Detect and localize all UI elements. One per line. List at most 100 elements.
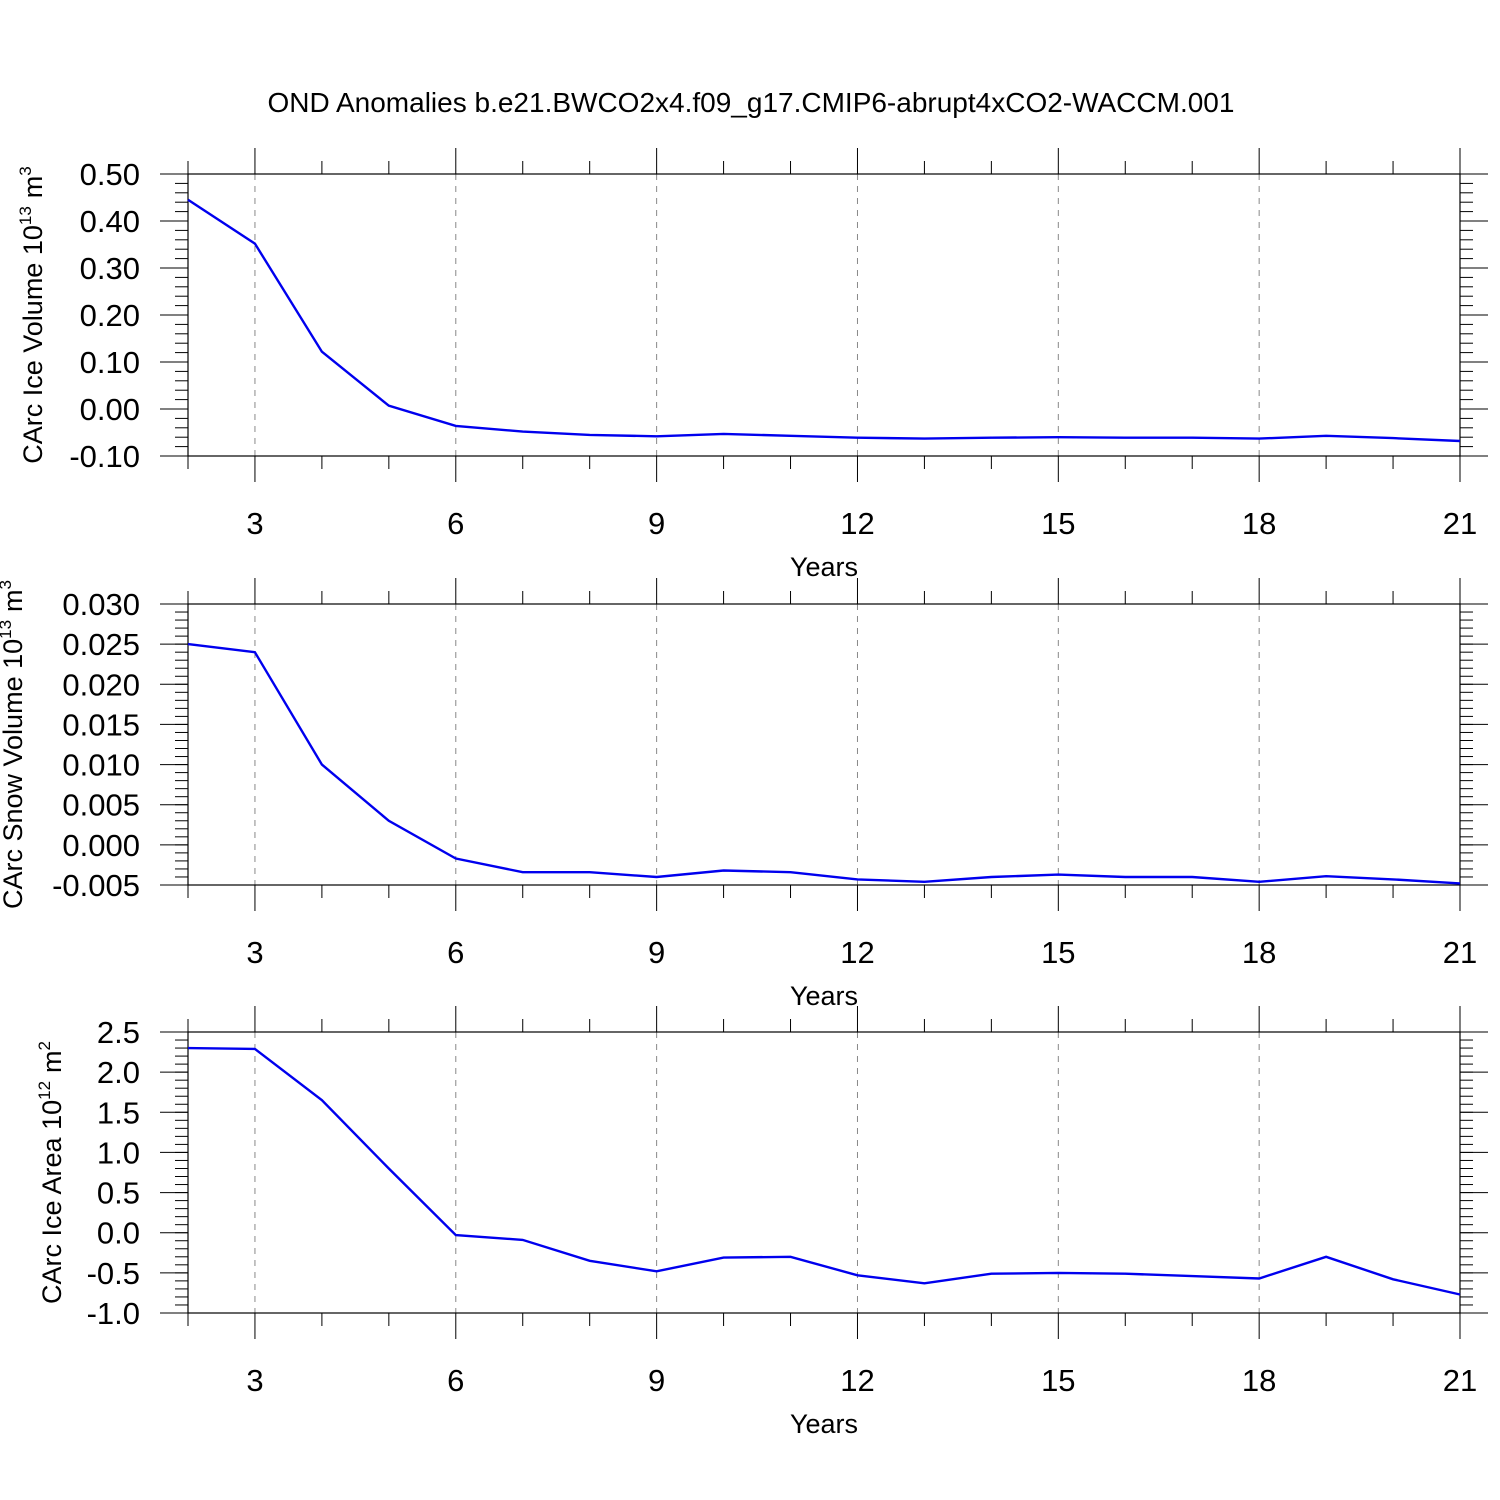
data-point <box>521 1238 525 1242</box>
y-tick-label: 0.025 <box>62 627 140 662</box>
y-tick-label: 2.5 <box>97 1015 140 1050</box>
data-point <box>1056 1271 1060 1275</box>
x-axis-label: Years <box>790 552 858 582</box>
x-tick-label: 15 <box>1041 506 1075 541</box>
y-tick-label: 0.00 <box>80 392 140 427</box>
data-point <box>922 1281 926 1285</box>
data-point <box>922 437 926 441</box>
panel-1: -0.10 0.00 0.10 0.20 0.30 0.40 0.50 3 6 9 12 15 18 21… <box>16 148 1488 582</box>
data-point <box>186 198 190 202</box>
y-tick-label: -0.5 <box>87 1256 140 1291</box>
data-point <box>186 1046 190 1050</box>
y-axis-label-exponent: 13 <box>0 620 15 639</box>
x-tick-label: 21 <box>1443 1363 1477 1398</box>
data-point <box>521 430 525 434</box>
data-point <box>1324 1255 1328 1259</box>
y-tick-label: 1.0 <box>97 1135 140 1170</box>
data-point <box>989 875 993 879</box>
data-point <box>1123 1272 1127 1276</box>
data-point <box>1324 434 1328 438</box>
y-tick-label: 0.020 <box>62 667 140 702</box>
data-point <box>1257 880 1261 884</box>
data-point <box>655 434 659 438</box>
data-point <box>1391 436 1395 440</box>
data-point <box>655 875 659 879</box>
data-point <box>989 1272 993 1276</box>
chart-title: OND Anomalies b.e21.BWCO2x4.f09_g17.CMIP… <box>268 87 1235 118</box>
data-point <box>855 1273 859 1277</box>
data-point <box>789 1255 793 1259</box>
data-point <box>789 870 793 874</box>
y-axis-label-exponent: 13 <box>16 206 35 225</box>
data-point <box>1324 874 1328 878</box>
data-point <box>1257 437 1261 441</box>
data-point <box>320 1098 324 1102</box>
y-tick-label: -1.0 <box>87 1296 140 1331</box>
y-axis-label-text: CArc Snow Volume 10 <box>0 639 28 909</box>
data-point <box>922 880 926 884</box>
data-point <box>320 763 324 767</box>
data-point <box>1190 436 1194 440</box>
plot-frame <box>187 1031 1461 1314</box>
series-line <box>187 1046 1461 1296</box>
data-point <box>1056 873 1060 877</box>
panels: -0.100.000.100.200.300.400.503 6 9 12 15 18 21… <box>0 148 1488 1439</box>
plot-frame <box>187 173 1461 457</box>
data-point <box>454 857 458 861</box>
x-tick-label: 9 <box>648 935 665 970</box>
data-point <box>989 436 993 440</box>
y-tick-label: -0.005 <box>52 868 140 903</box>
y-tick-label: 0.010 <box>62 748 140 783</box>
y-axis-label-unit-exponent: 2 <box>35 1041 54 1050</box>
series-line <box>187 642 1461 885</box>
y-axis-label-text: CArc Ice Volume 10 <box>18 225 48 464</box>
y-tick-label: -0.10 <box>69 439 140 474</box>
data-point <box>253 242 257 246</box>
x-tick-label: 15 <box>1041 935 1075 970</box>
y-axis-label-exponent: 12 <box>35 1081 54 1100</box>
x-tick-label: 21 <box>1443 506 1477 541</box>
data-point <box>1257 1276 1261 1280</box>
data-point <box>521 870 525 874</box>
x-axis-label: Years <box>790 1409 858 1439</box>
y-axis-label: CArc Ice Area 1012 m2 <box>35 1041 67 1304</box>
y-axis-label-unit: m <box>18 176 48 199</box>
x-tick-label: 18 <box>1242 506 1276 541</box>
y-tick-label: 0.40 <box>80 204 140 239</box>
data-point <box>789 434 793 438</box>
data-point <box>1190 1274 1194 1278</box>
y-axis-label-unit-exponent: 3 <box>16 166 35 175</box>
data-point <box>1458 1293 1462 1297</box>
x-tick-label: 9 <box>648 506 665 541</box>
data-point <box>1458 439 1462 443</box>
data-point <box>186 642 190 646</box>
y-tick-label: 2.0 <box>97 1055 140 1090</box>
x-tick-label: 18 <box>1242 935 1276 970</box>
data-point <box>588 870 592 874</box>
y-axis-label-unit: m <box>0 589 28 612</box>
x-axis-label: Years <box>790 981 858 1011</box>
y-tick-label: 0.5 <box>97 1176 140 1211</box>
data-point <box>1391 1277 1395 1281</box>
x-tick-label: 3 <box>246 935 263 970</box>
y-tick-label: 0.30 <box>80 251 140 286</box>
x-tick-label: 6 <box>447 1363 464 1398</box>
data-point <box>1391 877 1395 881</box>
panel-3: -1.0 -0.5 0.0 0.5 1.0 1.5 2.0 2.5 3 6 9 12 15 18 21 Yea… <box>35 1006 1488 1439</box>
data-point <box>253 1047 257 1051</box>
y-axis-label-text: CArc Ice Area 10 <box>37 1100 67 1304</box>
data-point <box>588 433 592 437</box>
x-tick-label: 21 <box>1443 935 1477 970</box>
x-tick-label: 12 <box>840 506 874 541</box>
data-point <box>1123 436 1127 440</box>
data-point <box>722 869 726 873</box>
data-point <box>454 1233 458 1237</box>
data-point <box>1458 881 1462 885</box>
x-tick-label: 6 <box>447 506 464 541</box>
x-tick-label: 3 <box>246 506 263 541</box>
data-point <box>454 424 458 428</box>
panel-2: -0.005 0.000 0.005 0.010 0.015 0.020 0.025 0.03… <box>0 578 1488 1011</box>
data-point <box>588 1259 592 1263</box>
y-axis-label: CArc Snow Volume 1013 m3 <box>0 580 28 909</box>
